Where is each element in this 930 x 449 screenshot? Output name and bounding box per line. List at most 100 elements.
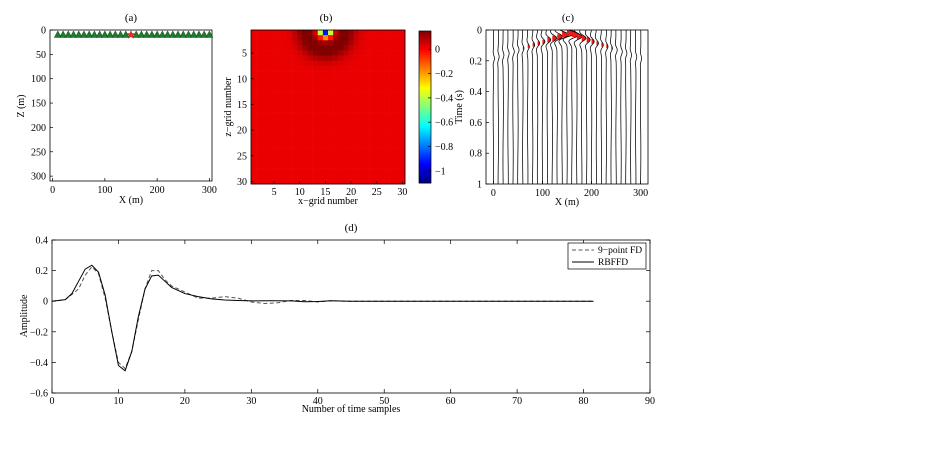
heatmap-cell bbox=[338, 137, 344, 144]
heatmap-cell bbox=[389, 173, 396, 180]
heatmap-cell bbox=[281, 163, 288, 169]
heatmap-cell bbox=[379, 45, 385, 51]
heatmap-cell bbox=[333, 60, 339, 67]
panel-d: (d) 0 10 20 30 40 50 60 70 80 90 0.4 0.2 0 −0.2 −0.4 −… bbox=[19, 222, 655, 415]
heatmap-cell bbox=[369, 137, 375, 144]
heatmap-cell bbox=[343, 60, 349, 67]
heatmap-cell bbox=[281, 142, 288, 149]
heatmap-cell bbox=[266, 60, 272, 67]
heatmap-cell bbox=[394, 50, 401, 56]
colorbar-tick-label: −0.2 bbox=[435, 69, 453, 80]
heatmap-cell bbox=[307, 81, 313, 87]
heatmap-cell bbox=[261, 65, 267, 72]
heatmap-cell bbox=[399, 148, 406, 154]
heatmap-cell bbox=[297, 91, 303, 98]
heatmap-cell bbox=[338, 65, 344, 72]
heatmap-cell bbox=[348, 86, 354, 92]
heatmap-cell bbox=[251, 40, 257, 46]
heatmap-cell bbox=[348, 158, 354, 164]
heatmap-cell bbox=[363, 112, 370, 118]
receiver-triangle bbox=[200, 30, 209, 38]
heatmap-cell bbox=[312, 65, 319, 72]
b-xtick-label: 5 bbox=[272, 187, 277, 198]
receiver-triangle bbox=[80, 30, 88, 38]
heatmap-cell bbox=[384, 168, 390, 175]
heatmap-cell bbox=[399, 122, 406, 128]
receiver-triangle bbox=[106, 30, 115, 38]
heatmap-cell bbox=[292, 153, 298, 159]
heatmap-cell bbox=[271, 127, 277, 133]
heatmap-cell bbox=[384, 173, 390, 180]
heatmap-cell bbox=[281, 112, 288, 118]
heatmap-cell bbox=[281, 122, 288, 128]
heatmap-cell bbox=[338, 30, 344, 36]
heatmap-cell bbox=[307, 158, 313, 164]
heatmap-cell bbox=[292, 50, 298, 56]
heatmap-cell bbox=[302, 35, 308, 41]
heatmap-cell bbox=[271, 76, 277, 82]
heatmap-cell bbox=[343, 158, 349, 164]
heatmap-cell bbox=[374, 96, 380, 103]
heatmap-cell bbox=[399, 132, 406, 139]
heatmap-cell bbox=[271, 101, 277, 108]
colorbar-step bbox=[419, 35, 431, 39]
heatmap-cell bbox=[338, 148, 344, 154]
heatmap-cell bbox=[312, 122, 319, 128]
heatmap-cell bbox=[271, 60, 277, 67]
heatmap-cell bbox=[292, 137, 298, 144]
heatmap-cell bbox=[328, 112, 334, 118]
heatmap-cell bbox=[358, 96, 365, 103]
heatmap-cell bbox=[333, 65, 339, 72]
heatmap-cell bbox=[328, 60, 334, 67]
heatmap-cell bbox=[394, 91, 401, 98]
heatmap-cell bbox=[297, 153, 303, 159]
colorbar-step bbox=[419, 145, 431, 148]
colorbar-step bbox=[419, 73, 431, 77]
seismic-trace bbox=[620, 29, 623, 185]
heatmap-cell bbox=[281, 30, 288, 36]
heatmap-cell bbox=[353, 71, 360, 77]
heatmap-cell bbox=[328, 122, 334, 128]
heatmap-cell bbox=[384, 148, 390, 154]
seismic-trace bbox=[639, 29, 643, 185]
heatmap-cell bbox=[389, 65, 396, 72]
heatmap-cell bbox=[251, 168, 257, 175]
heatmap-cell bbox=[286, 65, 293, 72]
heatmap-cell bbox=[389, 40, 396, 46]
colorbar-step bbox=[419, 111, 431, 115]
heatmap-cell bbox=[384, 55, 390, 62]
heatmap-cell bbox=[379, 55, 385, 62]
heatmap-cell bbox=[384, 96, 390, 103]
heatmap-cell bbox=[389, 178, 396, 185]
seismic-trace bbox=[562, 29, 577, 185]
heatmap-cell bbox=[281, 132, 288, 139]
heatmap-cell bbox=[297, 86, 303, 92]
heatmap-cell bbox=[338, 86, 344, 92]
heatmap-cell bbox=[328, 40, 334, 46]
heatmap-cell bbox=[353, 178, 360, 185]
heatmap-cell bbox=[312, 158, 319, 164]
heatmap-cell bbox=[302, 153, 308, 159]
heatmap-cell bbox=[374, 117, 380, 123]
heatmap-cell bbox=[322, 117, 329, 123]
heatmap-cell bbox=[399, 153, 406, 159]
heatmap-cell bbox=[266, 101, 272, 108]
heatmap-cell bbox=[266, 142, 272, 149]
heatmap-cell bbox=[266, 158, 272, 164]
heatmap-cell bbox=[363, 65, 370, 72]
heatmap-cell bbox=[256, 65, 262, 72]
heatmap-cell bbox=[333, 71, 339, 77]
heatmap-cell bbox=[379, 117, 385, 123]
heatmap-cell bbox=[286, 173, 293, 180]
heatmap-cell bbox=[302, 40, 308, 46]
a-ytick-label: 250 bbox=[31, 147, 46, 158]
heatmap-cell bbox=[353, 55, 360, 62]
heatmap-cell bbox=[292, 158, 298, 164]
heatmap-cell bbox=[348, 153, 354, 159]
heatmap-cell bbox=[286, 40, 293, 46]
heatmap-cell bbox=[389, 158, 396, 164]
heatmap-cell bbox=[399, 158, 406, 164]
heatmap-cell bbox=[281, 101, 288, 108]
heatmap-cell bbox=[297, 173, 303, 180]
heatmap-cell bbox=[333, 86, 339, 92]
